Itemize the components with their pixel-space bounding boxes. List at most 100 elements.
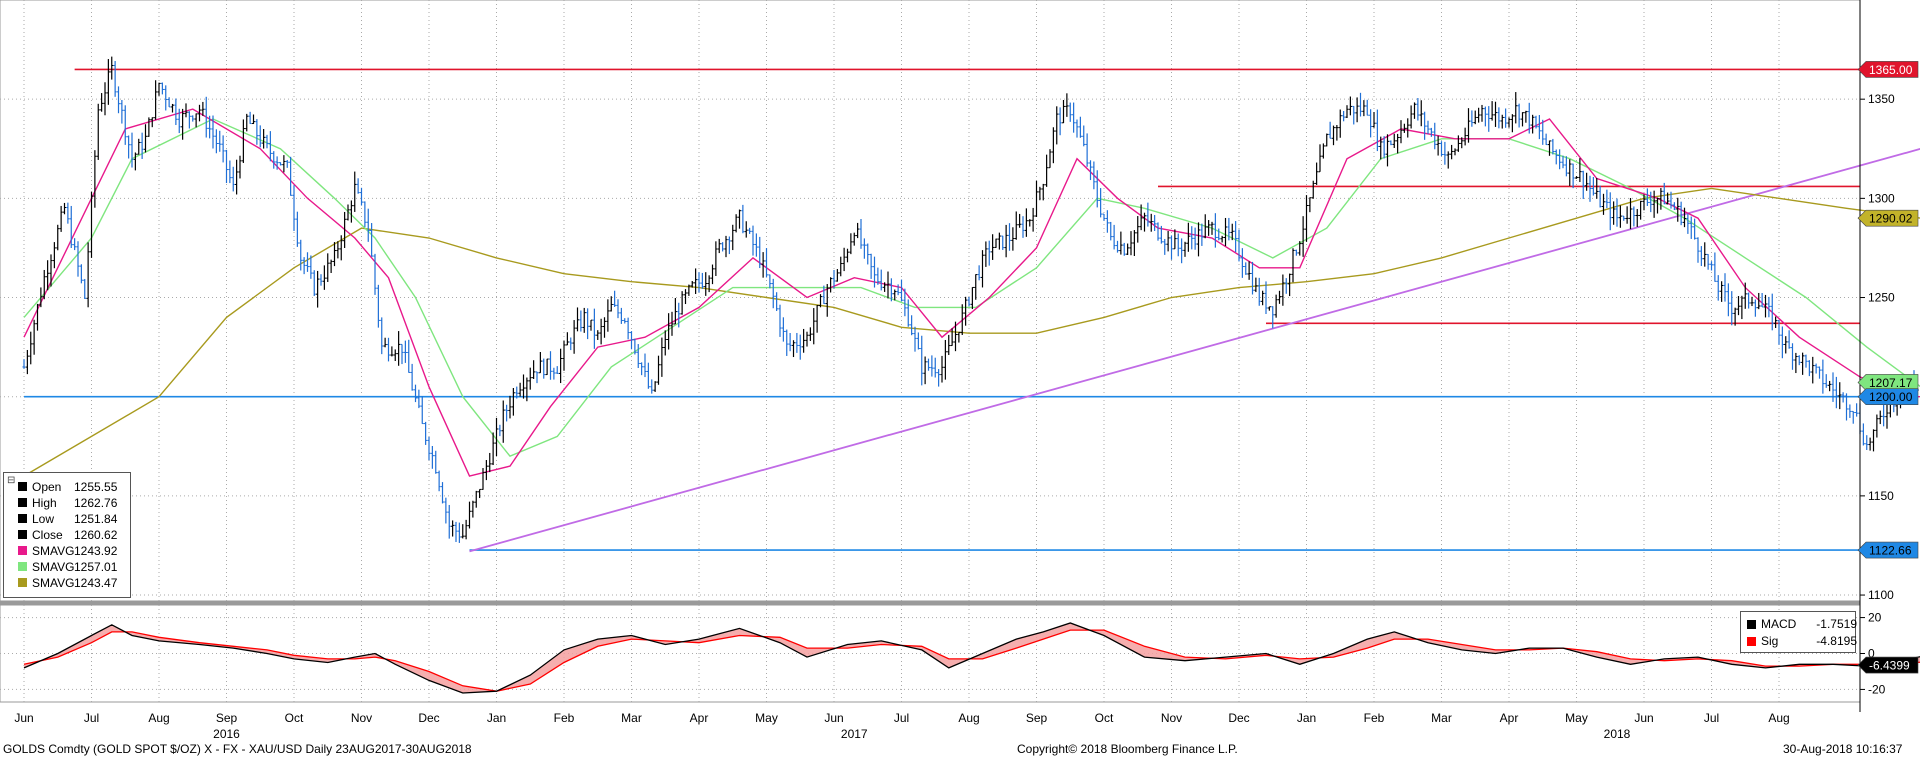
panel-divider: [0, 601, 1860, 605]
x-tick-label: Jan: [1297, 711, 1316, 725]
y-tick-label: 1250: [1868, 291, 1895, 305]
x-tick-label: Sep: [1026, 711, 1048, 725]
x-tick-label: Jan: [487, 711, 506, 725]
macd-line: [23, 622, 1920, 694]
macd-tag-label: -6.4399: [1869, 659, 1910, 673]
macd-legend-value: -4.8195: [1816, 634, 1857, 648]
x-tick-label: Jul: [84, 711, 99, 725]
axis-layer: Jun Jul Aug Sep Oct Nov Dec Jan Feb Mar Apr May Jun J…: [14, 0, 1919, 741]
sma-medium-line: [23, 118, 1920, 458]
x-tick-label: Mar: [1431, 711, 1452, 725]
year-label: 2017: [841, 727, 868, 741]
price-tag: [1857, 209, 1919, 227]
macd-legend-item: MACD -1.7519: [1747, 616, 1857, 632]
x-tick-label: Jun: [1634, 711, 1653, 725]
x-tick-label: Feb: [1364, 711, 1385, 725]
macd-tag: [1857, 656, 1919, 674]
price-tag: [1857, 374, 1919, 391]
macd-legend-label: MACD: [1761, 617, 1797, 631]
x-tick-label: Dec: [1228, 711, 1249, 725]
x-tick-label: Apr: [690, 711, 709, 725]
legend-label: Low: [32, 511, 55, 526]
legend-swatch: [18, 546, 27, 555]
legend-item: Close 1260.62: [18, 527, 130, 542]
x-tick-label: Jul: [1704, 711, 1719, 725]
price-tag: [1857, 61, 1919, 78]
price-tag-label: 1365.00: [1869, 63, 1913, 77]
x-tick-label: May: [1565, 711, 1588, 725]
legend-value: 1262.76: [74, 495, 118, 510]
x-tick-label: Oct: [1095, 711, 1114, 725]
legend-swatch: [18, 482, 27, 491]
legend-item: Open 1255.55: [18, 479, 130, 494]
security-description: GOLDS Comdty (GOLD SPOT $/OZ) X - FX - X…: [3, 742, 472, 756]
price-panel-frame: [0, 0, 1861, 602]
legend-value: 1243.47: [74, 575, 118, 590]
legend-item: SMAVG 1243.92: [18, 543, 130, 558]
legend-item: SMAVG 1257.01: [18, 559, 130, 574]
price-tag-label: 1200.00: [1869, 390, 1913, 404]
x-tick-label: Aug: [148, 711, 169, 725]
legend-label: SMAVG: [32, 543, 75, 558]
collapse-icon[interactable]: ⊟: [7, 475, 16, 486]
price-tag-label: 1122.66: [1869, 544, 1912, 558]
macd-legend-label: Sig: [1761, 634, 1779, 648]
legend-value: 1255.55: [74, 479, 118, 494]
legend-swatch: [18, 498, 27, 507]
x-tick-label: Nov: [1161, 711, 1182, 725]
legend-item: SMAVG 1243.47: [18, 575, 130, 590]
price-tag-label: 1290.02: [1869, 212, 1913, 226]
legend-value: 1260.62: [74, 527, 118, 542]
sma-short-line: [23, 108, 1920, 477]
legend-value: 1257.01: [74, 559, 118, 574]
price-tag: [1857, 388, 1919, 405]
legend-item: High 1262.76: [18, 495, 130, 510]
x-tick-label: May: [755, 711, 778, 725]
y-tick-label: 1350: [1868, 92, 1895, 106]
x-tick-label: Dec: [418, 711, 439, 725]
legend-swatch: [18, 514, 27, 523]
signal-line: [23, 629, 1920, 692]
legend-swatch: [18, 530, 27, 539]
x-tick-label: Feb: [554, 711, 575, 725]
x-tick-label: Aug: [958, 711, 979, 725]
copyright-text: Copyright© 2018 Bloomberg Finance L.P.: [1017, 742, 1238, 756]
macd-legend: MACD -1.7519 Sig -4.8195: [1740, 611, 1857, 653]
x-tick-label: Jun: [824, 711, 843, 725]
grid-lines: [0, 0, 1861, 703]
x-tick-label: Sep: [216, 711, 238, 725]
legend-label: Open: [32, 479, 62, 494]
legend-value: 1251.84: [74, 511, 118, 526]
legend-swatch: [1747, 636, 1756, 646]
series-layer: [22, 56, 1920, 694]
legend-label: SMAVG: [32, 575, 75, 590]
sma-long-line: [23, 187, 1920, 477]
x-tick-label: Jun: [14, 711, 33, 725]
legend-value: 1243.92: [74, 543, 118, 558]
x-tick-label: Jul: [894, 711, 909, 725]
legend-swatch: [18, 562, 27, 571]
legend-item: Low 1251.84: [18, 511, 130, 526]
macd-tick-label: 0: [1868, 647, 1875, 661]
price-tag: [1857, 541, 1919, 559]
year-label: 2016: [213, 727, 240, 741]
y-tick-label: 1100: [1868, 588, 1894, 602]
macd-tick-label: -20: [1868, 682, 1886, 696]
year-label: 2018: [1604, 727, 1631, 741]
y-tick-label: 1150: [1868, 489, 1894, 503]
macd-legend-item: Sig -4.8195: [1747, 633, 1857, 649]
macd-tick-label: 20: [1868, 611, 1882, 625]
x-tick-label: Oct: [285, 711, 304, 725]
price-tag-label: 1207.17: [1869, 376, 1913, 390]
legend-label: Close: [32, 527, 63, 542]
legend-label: SMAVG: [32, 559, 75, 574]
price-legend: ⊟ Open 1255.55 High 1262.76 Low 1251.84 Close 1…: [3, 472, 131, 598]
legend-label: High: [32, 495, 57, 510]
timestamp: 30-Aug-2018 10:16:37: [1783, 742, 1903, 756]
x-tick-label: Apr: [1500, 711, 1519, 725]
macd-legend-value: -1.7519: [1816, 617, 1857, 631]
legend-swatch: [1747, 619, 1756, 629]
x-tick-label: Mar: [621, 711, 642, 725]
x-tick-label: Aug: [1768, 711, 1789, 725]
